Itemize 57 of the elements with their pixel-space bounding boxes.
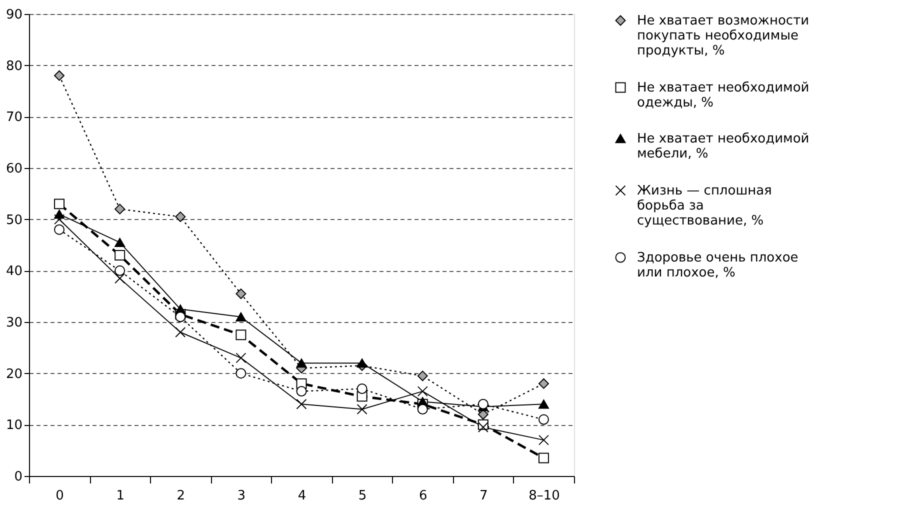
point (296, 386, 307, 397)
legend-label: Жизнь — сплошная борьба за существование, % (637, 184, 772, 228)
x-tick-label: 6 (418, 488, 428, 504)
point (175, 327, 186, 338)
point (114, 250, 126, 261)
x-tick-label: 1 (116, 488, 124, 504)
point (175, 212, 186, 222)
y-tick-label: 10 (6, 418, 22, 434)
x-tick-label: 4 (298, 488, 306, 504)
point (236, 352, 246, 364)
point (356, 358, 368, 368)
point (114, 273, 126, 284)
point (175, 312, 186, 322)
point (538, 452, 549, 464)
point (114, 204, 126, 214)
x-tick-label: 7 (480, 488, 488, 504)
point (417, 386, 428, 397)
y-tick-label: 0 (14, 470, 22, 484)
legend-label: Не хватает необходимой одежды, % (637, 80, 810, 110)
point (296, 398, 307, 410)
y-tick-label: 80 (6, 58, 22, 74)
point (236, 288, 246, 300)
legend-label: Не хватает возможности покупать необходимые продукты, % (637, 14, 810, 58)
x-tick-label: 2 (176, 488, 186, 504)
point (114, 238, 126, 248)
y-tick-label: 50 (6, 212, 22, 228)
y-tick-label: 30 (6, 316, 22, 330)
x-tick-label: 0 (56, 488, 64, 504)
point (54, 224, 65, 235)
point (54, 214, 65, 225)
point (54, 70, 65, 81)
x-tick-label: 3 (237, 488, 246, 504)
x-tick-label: 8–10 (528, 488, 560, 504)
point (478, 422, 488, 432)
point (356, 404, 368, 415)
point (356, 384, 368, 394)
x-tick-label: 5 (358, 488, 367, 504)
legend-label: Здоровье очень плохое или плохое, % (637, 250, 798, 280)
point (538, 378, 549, 389)
point (54, 198, 65, 210)
point (478, 398, 488, 410)
legend-label: Не хватает необходимой мебели, % (637, 132, 810, 162)
point (417, 370, 428, 382)
point (538, 400, 549, 409)
point (538, 414, 549, 425)
point (296, 358, 307, 368)
y-tick-label: 20 (6, 366, 22, 382)
y-tick-label: 90 (6, 8, 22, 22)
y-tick-label: 60 (6, 162, 22, 176)
point (236, 368, 246, 379)
point (114, 265, 126, 276)
y-tick-label: 40 (6, 264, 22, 280)
point (417, 404, 428, 414)
point (538, 434, 549, 446)
point (236, 330, 246, 340)
y-tick-label: 70 (6, 110, 22, 126)
point (236, 312, 246, 322)
